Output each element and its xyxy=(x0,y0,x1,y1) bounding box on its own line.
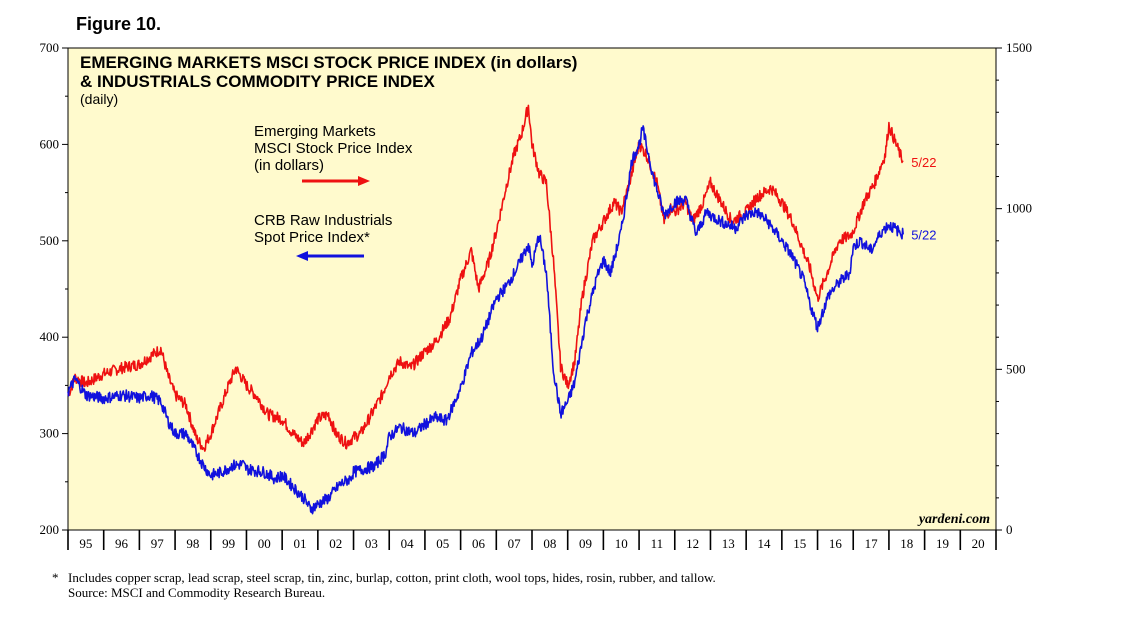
footnote-text: Includes copper scrap, lead scrap, steel… xyxy=(68,570,716,585)
x-tick-label: 07 xyxy=(508,536,522,551)
em-msci-end-label: 5/22 xyxy=(911,155,936,170)
crb-arrow-head xyxy=(296,251,308,261)
x-tick-label: 19 xyxy=(936,536,949,551)
em-msci-annotation-line: MSCI Stock Price Index xyxy=(254,140,413,157)
plot-area xyxy=(67,47,997,531)
x-tick-label: 14 xyxy=(758,536,772,551)
x-tick-label: 13 xyxy=(722,536,735,551)
crb-annotation-line: Spot Price Index* xyxy=(254,229,370,246)
chart-subtitle: (daily) xyxy=(80,91,118,107)
brand-watermark: yardeni.com xyxy=(917,512,990,527)
em-msci-arrow-head xyxy=(358,176,370,186)
figure-label: Figure 10. xyxy=(76,14,162,34)
x-tick-label: 09 xyxy=(579,536,592,551)
x-tick-label: 20 xyxy=(972,536,985,551)
x-tick-label: 97 xyxy=(151,536,165,551)
x-tick-label: 95 xyxy=(79,536,92,551)
crb-raw-industrials-series-line xyxy=(67,125,904,515)
x-tick-label: 17 xyxy=(865,536,879,551)
x-tick-label: 02 xyxy=(329,536,342,551)
x-tick-label: 11 xyxy=(651,536,664,551)
y-left-tick-label: 300 xyxy=(40,426,60,441)
x-tick-label: 12 xyxy=(686,536,699,551)
x-tick-label: 99 xyxy=(222,536,235,551)
x-tick-label: 96 xyxy=(115,536,129,551)
y-right-tick-label: 1000 xyxy=(1006,201,1032,216)
x-tick-label: 04 xyxy=(401,536,415,551)
x-tick-label: 08 xyxy=(543,536,556,551)
y-left-tick-label: 400 xyxy=(40,329,60,344)
em-msci-series-line xyxy=(67,104,904,452)
x-tick-label: 05 xyxy=(436,536,449,551)
x-tick-label: 01 xyxy=(294,536,307,551)
y-left-tick-label: 600 xyxy=(40,136,60,151)
chart-title-line2: & INDUSTRIALS COMMODITY PRICE INDEX xyxy=(80,72,435,91)
x-tick-label: 10 xyxy=(615,536,628,551)
footnotes: * Includes copper scrap, lead scrap, stee… xyxy=(52,570,716,600)
x-tick-label: 00 xyxy=(258,536,271,551)
em-msci-annotation-line: Emerging Markets xyxy=(254,123,376,140)
crb-end-label: 5/22 xyxy=(911,227,936,242)
x-tick-label: 06 xyxy=(472,536,486,551)
y-left-tick-label: 700 xyxy=(40,40,60,55)
x-tick-label: 18 xyxy=(900,536,913,551)
footnote-marker: * xyxy=(52,570,59,585)
crb-annotation-line: CRB Raw Industrials xyxy=(254,212,392,229)
x-tick-label: 98 xyxy=(186,536,199,551)
em-msci-annotation-line: (in dollars) xyxy=(254,157,324,174)
x-tick-label: 03 xyxy=(365,536,378,551)
y-left-tick-label: 500 xyxy=(40,233,60,248)
y-left-tick-label: 200 xyxy=(40,522,60,537)
source-text: Source: MSCI and Commodity Research Bure… xyxy=(68,585,326,600)
y-right-tick-label: 1500 xyxy=(1006,40,1032,55)
x-tick-label: 15 xyxy=(793,536,806,551)
y-right-tick-label: 500 xyxy=(1006,361,1026,376)
y-right-tick-label: 0 xyxy=(1006,522,1013,537)
chart-title: EMERGING MARKETS MSCI STOCK PRICE INDEX … xyxy=(80,53,577,72)
series-lines: 5/22 5/22 xyxy=(67,104,937,515)
x-tick-label: 16 xyxy=(829,536,843,551)
